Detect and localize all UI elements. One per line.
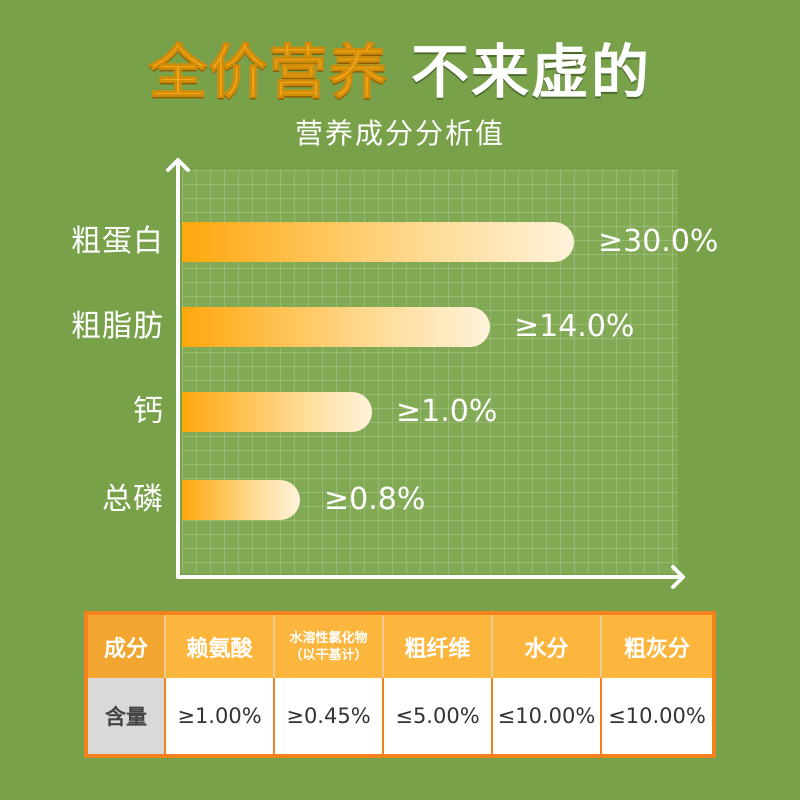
value-label: ≥1.0% xyxy=(396,394,498,429)
table-value-cell: ≤10.00% xyxy=(493,678,602,754)
title-highlight: 全价营养 xyxy=(148,38,389,106)
axis-lines xyxy=(176,160,683,579)
y-axis-arrow xyxy=(166,158,190,172)
table-value-row: 含量 ≥1.00% ≥0.45% ≤5.00% ≤10.00% ≤10.00% xyxy=(88,678,712,754)
table-value-cell: ≥0.45% xyxy=(275,678,384,754)
value-label: ≥30.0% xyxy=(598,224,719,259)
bar xyxy=(182,307,490,347)
table-value-label: 含量 xyxy=(88,678,166,754)
category-label: 粗脂肪 xyxy=(71,309,164,344)
value-label: ≥0.8% xyxy=(324,482,426,517)
table-header-row: 成分 赖氨酸 水溶性氯化物 （以干基计） 粗纤维 水分 粗灰分 xyxy=(88,615,712,678)
title-rest: 不来虚的 xyxy=(411,38,652,106)
table-header-cell: 水溶性氯化物 （以干基计） xyxy=(275,615,384,678)
table-header-cell: 粗灰分 xyxy=(602,615,712,678)
category-label: 钙 xyxy=(133,394,164,429)
table-value-cell: ≤5.00% xyxy=(384,678,493,754)
bar xyxy=(182,392,372,432)
x-axis-arrow xyxy=(671,565,685,589)
bar xyxy=(182,222,574,262)
category-label: 粗蛋白 xyxy=(71,224,164,259)
page-title: 全价营养 不来虚的 xyxy=(0,38,800,106)
header-cell-note: （以干基计） xyxy=(289,647,368,663)
page-subtitle: 营养成分分析值 xyxy=(294,117,505,150)
table-header-label: 成分 xyxy=(88,615,166,678)
table-value-cell: ≥1.00% xyxy=(166,678,275,754)
table-header-cell: 赖氨酸 xyxy=(166,615,275,678)
nutrition-table: 成分 赖氨酸 水溶性氯化物 （以干基计） 粗纤维 水分 粗灰分 含量 ≥1.00… xyxy=(84,611,716,758)
header-cell-name: 水溶性氯化物 xyxy=(289,630,368,646)
category-label: 总磷 xyxy=(102,482,164,517)
bar xyxy=(182,480,300,520)
table-header-cell: 粗纤维 xyxy=(384,615,493,678)
value-label: ≥14.0% xyxy=(514,309,635,344)
table-header-cell: 水分 xyxy=(493,615,602,678)
table-value-cell: ≤10.00% xyxy=(602,678,712,754)
